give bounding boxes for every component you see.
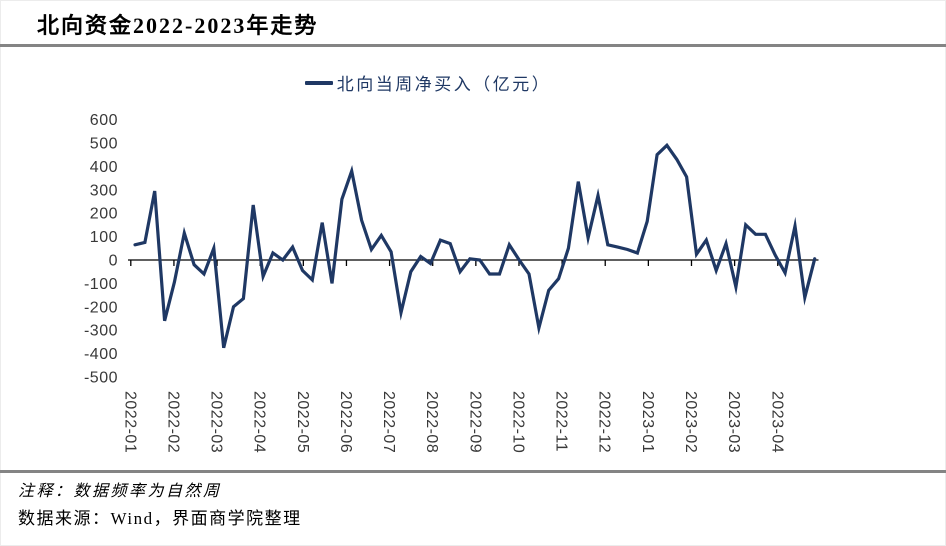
y-axis-label: 0 (109, 253, 118, 270)
y-axis-label: 300 (90, 182, 118, 199)
chart-legend: 北向当周净买入（亿元） (0, 70, 901, 95)
x-axis-label: 2022-01 (121, 391, 138, 453)
x-axis-label: 2022-07 (380, 391, 397, 453)
x-axis-label: 2022-10 (509, 391, 526, 453)
footer-divider (0, 470, 946, 473)
legend-line-swatch (304, 80, 333, 85)
y-axis-label: -300 (84, 323, 118, 340)
y-axis-label: 600 (90, 112, 118, 129)
series-line (133, 142, 817, 349)
x-axis-label: 2022-09 (466, 391, 483, 453)
y-axis-label: 200 (90, 206, 118, 223)
x-axis-label: 2023-02 (682, 391, 699, 453)
x-axis-label: 2023-04 (768, 391, 785, 453)
x-axis-label: 2022-12 (596, 391, 613, 453)
data-source: 数据来源：Wind，界面商学院整理 (18, 509, 302, 528)
chart-note: 注释：数据频率为自然周 (18, 483, 222, 500)
page-title: 北向资金2022-2023年走势 (37, 13, 319, 38)
x-axis-label: 2022-06 (337, 391, 354, 453)
x-axis-label: 2022-02 (164, 391, 181, 453)
x-axis-label: 2022-08 (423, 391, 440, 453)
y-axis-label: -500 (84, 370, 118, 387)
y-axis-label: -100 (84, 276, 118, 293)
x-axis-label: 2022-11 (553, 391, 570, 452)
legend-label: 北向当周净买入（亿元） (336, 75, 552, 94)
x-axis-label: 2023-03 (725, 391, 742, 453)
x-axis-label: 2023-01 (639, 391, 656, 453)
x-axis-label: 2022-03 (208, 391, 225, 453)
y-axis-label: 400 (90, 159, 118, 176)
y-axis-label: -200 (84, 299, 118, 316)
y-axis-label: -400 (84, 346, 118, 363)
x-axis-label: 2022-04 (251, 391, 268, 453)
y-axis-label: 500 (90, 136, 118, 153)
y-axis-label: 100 (90, 229, 118, 246)
x-axis-label: 2022-05 (294, 391, 311, 453)
title-divider (0, 44, 946, 47)
